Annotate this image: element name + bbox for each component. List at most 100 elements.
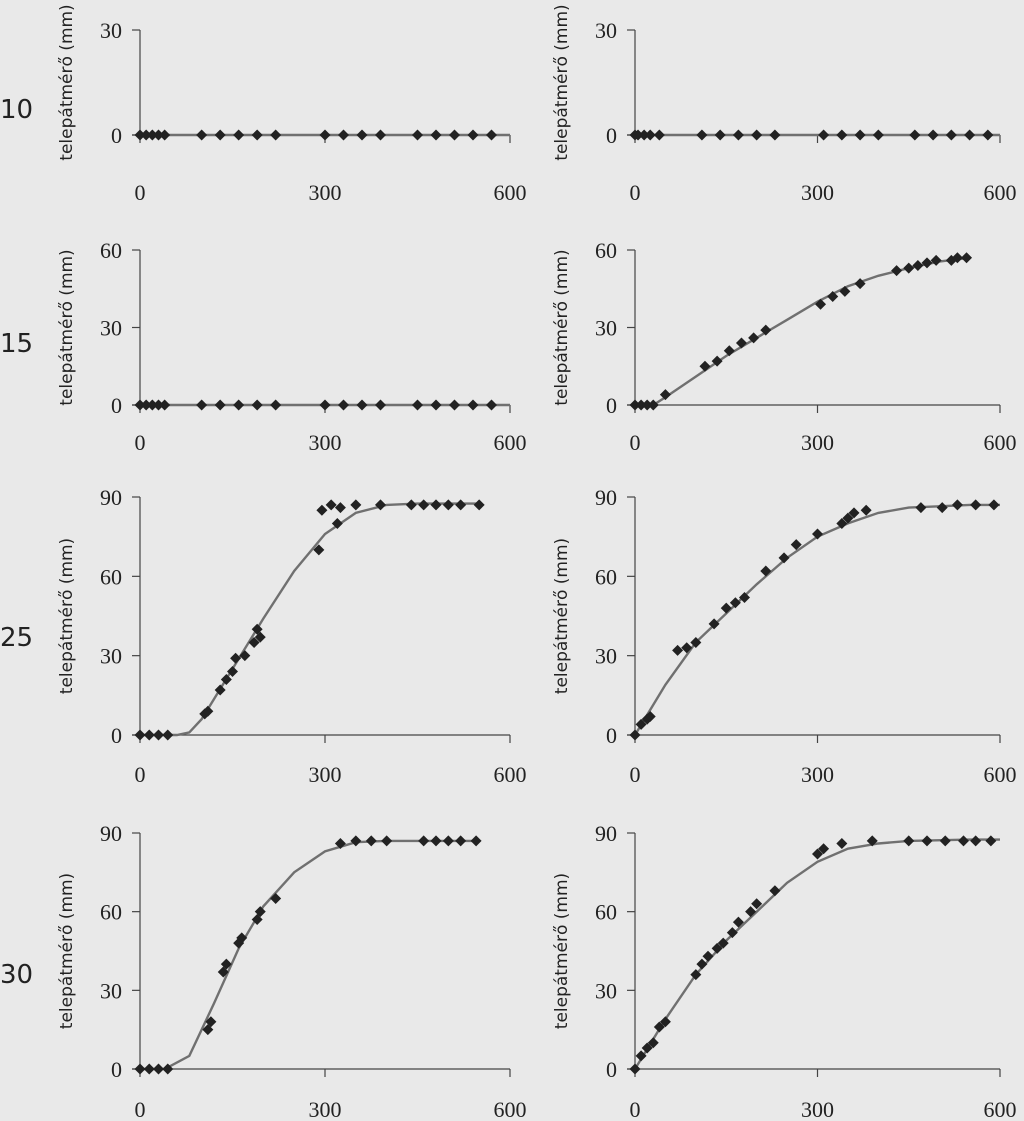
x-tick-label: 600: [494, 1097, 527, 1121]
y-axis-label: telepátmérő (mm): [57, 4, 77, 160]
data-point: [449, 399, 460, 411]
data-point: [921, 835, 933, 847]
data-point: [227, 666, 238, 678]
y-tick-label: 90: [100, 485, 122, 510]
data-point: [467, 399, 479, 411]
data-point: [140, 399, 152, 411]
data-point: [350, 499, 362, 511]
data-point: [714, 129, 726, 141]
data-point: [381, 835, 393, 847]
x-tick-label: 600: [984, 1097, 1017, 1121]
data-point: [641, 399, 653, 411]
data-point: [251, 623, 263, 635]
data-point: [711, 942, 723, 954]
data-point: [647, 399, 659, 411]
data-point: [356, 399, 368, 411]
data-point: [405, 499, 417, 511]
data-point: [248, 636, 260, 648]
x-tick-label: 600: [494, 180, 527, 205]
data-point: [134, 729, 146, 741]
data-point: [912, 260, 924, 271]
data-point: [699, 360, 711, 372]
y-tick-label: 0: [606, 123, 617, 148]
x-tick-label: 0: [630, 762, 641, 787]
data-point: [220, 673, 232, 685]
data-point: [254, 906, 266, 918]
data-point: [251, 399, 263, 411]
data-point: [702, 950, 714, 962]
data-point: [134, 399, 146, 411]
data-point: [653, 1021, 665, 1033]
y-axis-label: telepátmérő (mm): [57, 538, 77, 694]
data-point: [726, 927, 738, 939]
data-point: [196, 129, 208, 141]
data-point: [739, 591, 750, 603]
data-point: [836, 517, 848, 529]
data-point: [729, 597, 741, 609]
data-point: [659, 1016, 671, 1028]
data-point: [430, 499, 442, 511]
data-point: [196, 399, 208, 411]
y-tick-label: 0: [606, 723, 617, 748]
data-point: [635, 1050, 647, 1062]
data-point: [473, 499, 485, 511]
data-point: [159, 399, 171, 411]
data-point: [334, 502, 346, 514]
data-point: [430, 129, 442, 141]
data-point: [812, 848, 823, 860]
data-point: [146, 129, 158, 141]
data-point: [375, 129, 386, 141]
data-point: [985, 835, 997, 847]
data-point: [903, 835, 915, 847]
data-point: [319, 399, 331, 411]
x-tick-label: 0: [630, 1097, 641, 1121]
data-point: [350, 835, 362, 847]
data-point: [220, 958, 232, 970]
data-point: [313, 544, 325, 556]
data-point: [338, 399, 349, 411]
data-point: [365, 835, 377, 847]
data-point: [915, 502, 927, 514]
y-tick-label: 30: [595, 644, 617, 669]
data-point: [146, 399, 158, 411]
x-tick-label: 0: [630, 430, 641, 455]
y-tick-label: 0: [111, 723, 122, 748]
fit-curve: [633, 838, 1000, 1070]
x-tick-label: 300: [801, 762, 834, 787]
data-point: [412, 129, 423, 141]
data-point: [214, 684, 226, 696]
data-point: [964, 129, 976, 141]
data-point: [854, 278, 866, 290]
data-point: [818, 843, 830, 855]
x-tick-label: 600: [984, 762, 1017, 787]
data-point: [930, 254, 942, 266]
data-point: [778, 552, 790, 564]
data-point: [254, 631, 266, 643]
data-point: [842, 512, 854, 524]
x-tick-label: 600: [494, 762, 527, 787]
data-point: [839, 285, 851, 297]
data-point: [708, 618, 720, 630]
data-point: [205, 1016, 217, 1028]
data-point: [848, 507, 860, 519]
data-point: [827, 291, 839, 302]
data-point: [134, 1063, 146, 1075]
data-point: [140, 129, 152, 141]
y-axis-label: telepátmérő (mm): [552, 249, 572, 405]
data-point: [951, 252, 963, 264]
data-point: [818, 129, 830, 141]
chart-panel-7: 0 30 60 90 0 300 600 telepátmérő (mm): [57, 821, 527, 1121]
y-tick-label: 30: [100, 644, 122, 669]
data-point: [936, 502, 948, 514]
data-point: [153, 1063, 164, 1075]
x-tick-label: 0: [135, 180, 146, 205]
data-point: [153, 399, 164, 411]
data-point: [970, 499, 982, 511]
data-point: [644, 710, 656, 722]
chart-panel-5: 0 30 60 90 0 300 600 telepátmérő (mm): [57, 485, 527, 787]
data-point: [769, 129, 781, 141]
x-tick-label: 300: [309, 180, 342, 205]
data-point: [143, 729, 155, 741]
